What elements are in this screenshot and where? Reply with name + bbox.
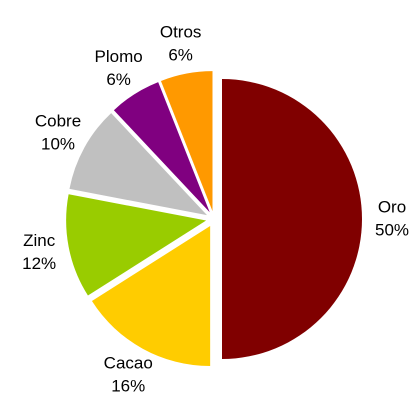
slice-value-label: 6% <box>168 46 193 65</box>
slice-value-label: 16% <box>111 376 145 395</box>
slice-value-label: 6% <box>106 70 131 89</box>
pie-slice <box>91 226 211 367</box>
slice-label: Cobre <box>35 112 81 131</box>
pie-slice <box>69 113 207 216</box>
slice-value-label: 10% <box>41 135 75 154</box>
pie-slice <box>222 79 362 359</box>
slice-label: Cacao <box>104 353 153 372</box>
pie-slice <box>66 194 207 296</box>
pie-slice <box>113 82 210 213</box>
slice-label: Zinc <box>23 231 56 250</box>
slice-value-label: 12% <box>22 254 56 273</box>
slice-label: Oro <box>378 197 406 216</box>
slice-value-label: 50% <box>375 220 409 239</box>
pie-slice <box>160 71 213 212</box>
slice-label: Otros <box>160 23 202 42</box>
slice-label: Plomo <box>95 47 143 66</box>
